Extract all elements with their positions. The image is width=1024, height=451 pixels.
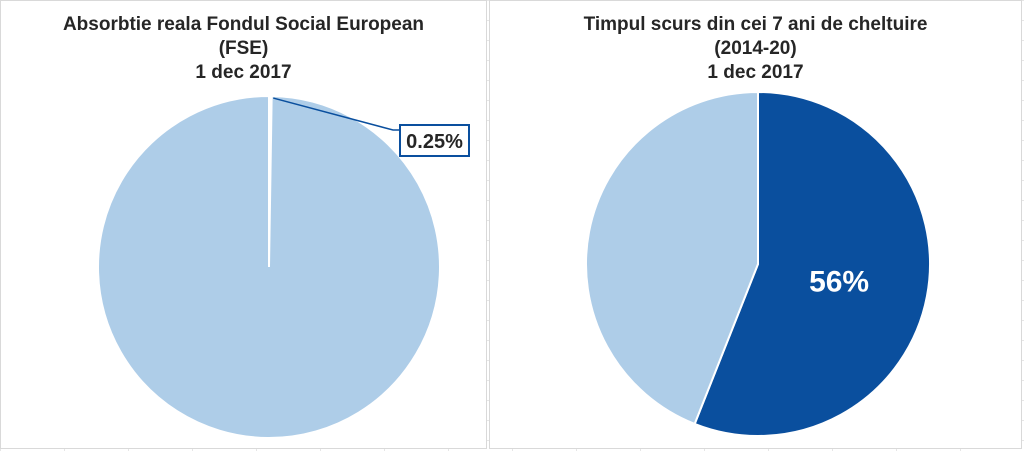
chart-title-line: (FSE) (218, 38, 269, 59)
pie-slice (693, 90, 931, 437)
chart-title-time-elapsed: Timpul scurs din cei 7 ani de cheltuire … (490, 13, 1021, 85)
chart-title-fse-absorption: Absorbtie reala Fondul Social European (… (1, 13, 486, 85)
pie-slice (97, 94, 441, 439)
chart-title-line: (2014-20) (714, 38, 797, 59)
label-leader-line (273, 97, 399, 131)
pie-chart-fse-absorption: 0.25% (97, 94, 470, 439)
data-label: 0.25% (406, 131, 463, 153)
chart-panel-fse-absorption[interactable]: 0.25% Absorbtie reala Fondul Social Euro… (0, 0, 487, 449)
data-label: 56% (809, 265, 869, 298)
pie-chart-time-elapsed: 56% (584, 90, 931, 437)
chart-title-line: Timpul scurs din cei 7 ani de cheltuire (583, 14, 928, 35)
chart-title-line: 1 dec 2017 (195, 62, 292, 83)
chart-title-line: Absorbtie reala Fondul Social European (62, 14, 425, 35)
chart-title-line: 1 dec 2017 (707, 62, 804, 83)
data-label-box (399, 124, 470, 157)
chart-panel-time-elapsed[interactable]: 56% Timpul scurs din cei 7 ani de cheltu… (489, 0, 1022, 449)
pie-slice (584, 90, 759, 426)
